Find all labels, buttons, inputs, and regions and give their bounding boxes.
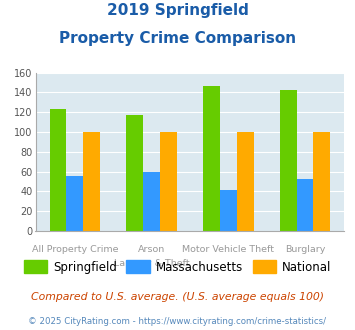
Bar xyxy=(66,176,83,231)
Bar xyxy=(220,190,237,231)
Text: © 2025 CityRating.com - https://www.cityrating.com/crime-statistics/: © 2025 CityRating.com - https://www.city… xyxy=(28,317,327,326)
Text: Burglary: Burglary xyxy=(285,245,325,254)
Text: Arson: Arson xyxy=(138,245,165,254)
Bar xyxy=(296,179,313,231)
Bar xyxy=(83,132,100,231)
Text: 2019 Springfield: 2019 Springfield xyxy=(106,3,248,18)
Bar xyxy=(280,90,296,231)
Bar xyxy=(126,115,143,231)
Bar xyxy=(143,172,160,231)
Text: All Property Crime: All Property Crime xyxy=(32,245,118,254)
Bar xyxy=(313,132,330,231)
Text: Motor Vehicle Theft: Motor Vehicle Theft xyxy=(182,245,274,254)
Bar xyxy=(50,109,66,231)
Bar xyxy=(203,86,220,231)
Text: Larceny & Theft: Larceny & Theft xyxy=(114,259,189,268)
Text: Property Crime Comparison: Property Crime Comparison xyxy=(59,31,296,46)
Text: Compared to U.S. average. (U.S. average equals 100): Compared to U.S. average. (U.S. average … xyxy=(31,292,324,302)
Legend: Springfield, Massachusetts, National: Springfield, Massachusetts, National xyxy=(19,255,336,278)
Bar xyxy=(160,132,177,231)
Bar xyxy=(237,132,253,231)
